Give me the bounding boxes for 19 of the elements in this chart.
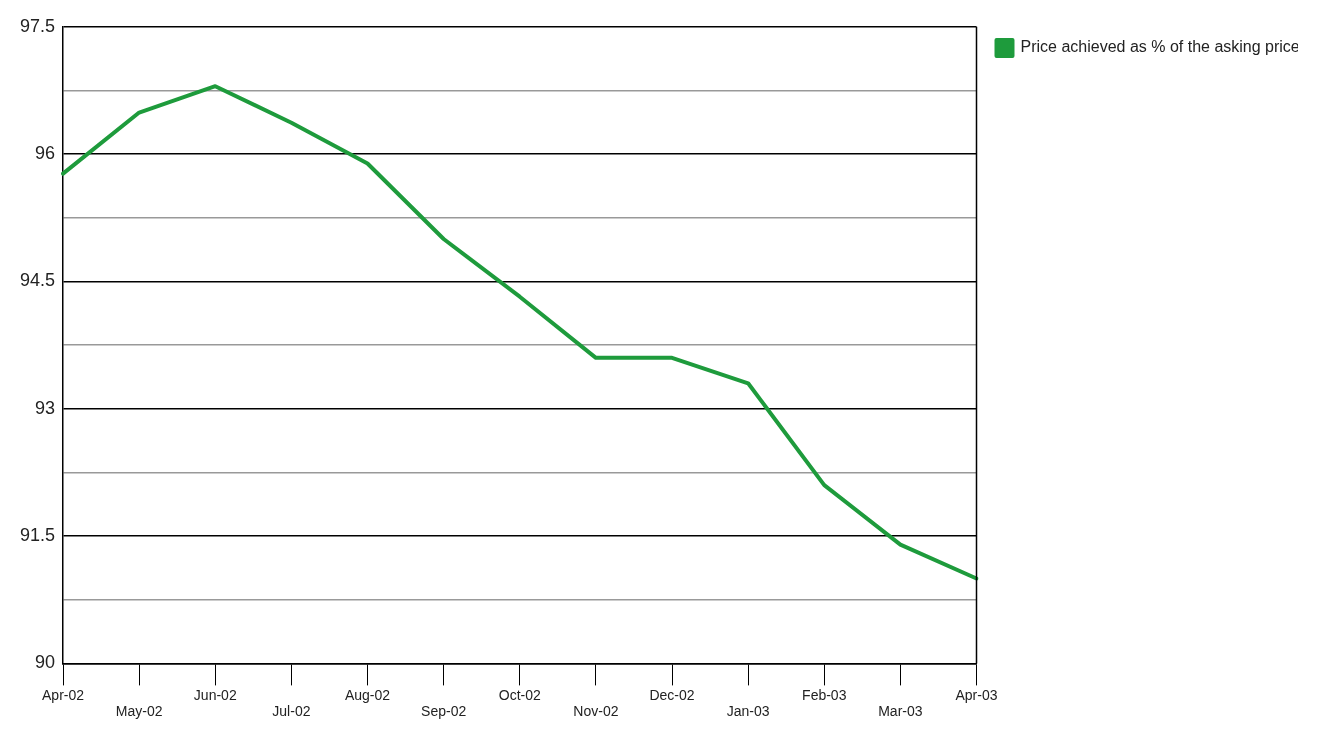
y-tick-label: 90: [35, 652, 56, 673]
x-tick-label: Aug-02: [344, 686, 391, 703]
y-tick-label: 93: [35, 397, 56, 418]
x-tick-label: Jul-02: [272, 703, 311, 720]
x-tick-label: Apr-02: [42, 686, 85, 703]
x-tick-label: Jan-03: [726, 703, 770, 720]
x-tick-label: Jun-02: [193, 686, 237, 703]
x-tick-label: Oct-02: [498, 686, 541, 703]
y-tick-label: 96: [35, 143, 56, 164]
x-tick-label: Sep-02: [421, 703, 467, 720]
x-tick-label: Mar-03: [878, 703, 923, 720]
x-tick-label: May-02: [115, 703, 163, 720]
x-tick-label: Nov-02: [573, 703, 619, 720]
x-tick-label: Dec-02: [649, 686, 695, 703]
y-tick-label: 91.5: [19, 525, 56, 546]
y-tick-label: 94.5: [19, 270, 56, 291]
x-tick-label: Feb-03: [802, 686, 847, 703]
y-tick-label: 97.5: [19, 15, 56, 36]
x-tick-label: Apr-03: [955, 686, 998, 703]
